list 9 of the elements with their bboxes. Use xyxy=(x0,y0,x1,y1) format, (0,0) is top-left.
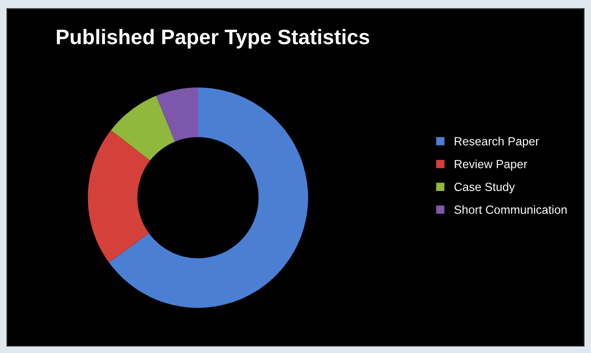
donut-slice xyxy=(110,96,175,161)
chart-title: Published Paper Type Statistics xyxy=(56,29,370,48)
donut-slice xyxy=(88,130,150,262)
legend-label: Short Communication xyxy=(454,205,567,214)
legend-label: Research Paper xyxy=(454,136,539,148)
legend-label: Case Study xyxy=(454,182,515,194)
donut-slice xyxy=(156,88,198,142)
donut-slice xyxy=(108,88,308,308)
legend-label: Review Paper xyxy=(454,160,528,171)
